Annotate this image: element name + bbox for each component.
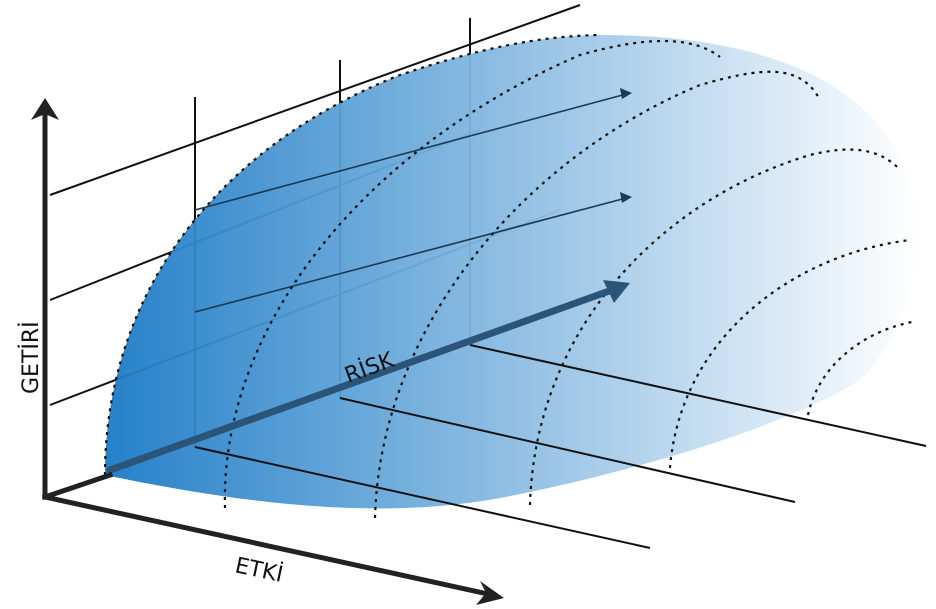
arrow-head-icon (620, 88, 632, 99)
axis-arrowheads (31, 98, 504, 605)
impact-axis-line (42, 494, 491, 597)
contour-line (528, 148, 901, 506)
floor-line (339, 397, 796, 503)
contours (103, 33, 913, 519)
risk-axis-line (106, 286, 616, 474)
grid-line (194, 92, 631, 211)
contour-line (223, 39, 721, 509)
grid-line (49, 4, 581, 196)
arrow-head-icon (620, 192, 632, 203)
arrow-head-icon (603, 280, 630, 303)
surface-shape (105, 35, 917, 509)
grid-arrowheads (620, 88, 632, 203)
impact-axis-label: ETKİ (233, 552, 286, 587)
contour-line (806, 320, 913, 416)
base-axis-line (41, 471, 114, 501)
grid-line (194, 196, 631, 313)
axes (41, 109, 491, 597)
arrow-head-icon (476, 581, 504, 605)
floor-line (469, 344, 927, 447)
floor-line (194, 446, 651, 549)
contour-line (668, 238, 911, 469)
arrow-head-icon (31, 98, 59, 120)
contour-edge (103, 33, 601, 476)
grid-front (194, 92, 631, 313)
return-axis-label: GETİRİ (18, 321, 44, 394)
floor-lines (194, 344, 927, 549)
